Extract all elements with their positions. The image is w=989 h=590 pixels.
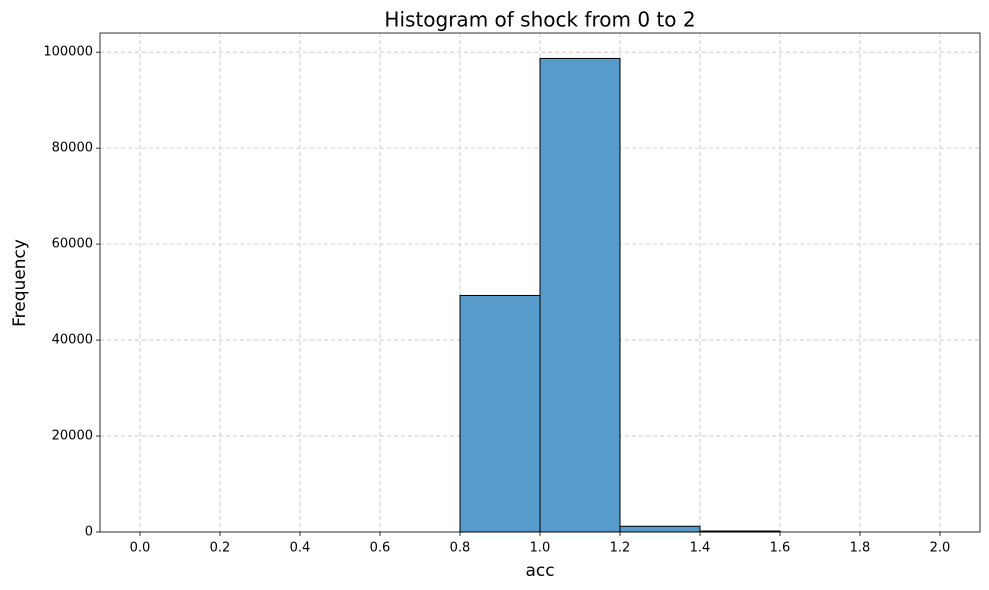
y-tick-label: 40000 [52, 333, 93, 348]
x-tick-label: 1.6 [770, 541, 791, 556]
chart-title: Histogram of shock from 0 to 2 [384, 8, 695, 32]
x-tick-label: 0.0 [130, 541, 151, 556]
x-tick-label: 1.0 [530, 541, 551, 556]
x-tick-label: 0.4 [290, 541, 311, 556]
x-tick-label: 1.2 [610, 541, 631, 556]
x-tick-label: 0.6 [370, 541, 391, 556]
x-axis-label: acc [525, 561, 554, 581]
y-tick-label: 100000 [43, 45, 93, 60]
y-tick-label: 20000 [52, 429, 93, 444]
x-tick-label: 0.2 [210, 541, 231, 556]
plot-frame [99, 32, 981, 533]
bar [539, 57, 621, 533]
x-tick-label: 1.4 [690, 541, 711, 556]
x-tick-label: 1.8 [850, 541, 871, 556]
bar [619, 525, 701, 533]
bar [459, 294, 541, 533]
y-tick-label: 0 [85, 525, 93, 540]
y-tick-label: 60000 [52, 237, 93, 252]
y-axis-label: Frequency [10, 239, 30, 327]
y-tick-label: 80000 [52, 141, 93, 156]
x-tick-label: 0.8 [450, 541, 471, 556]
x-tick-label: 2.0 [930, 541, 951, 556]
